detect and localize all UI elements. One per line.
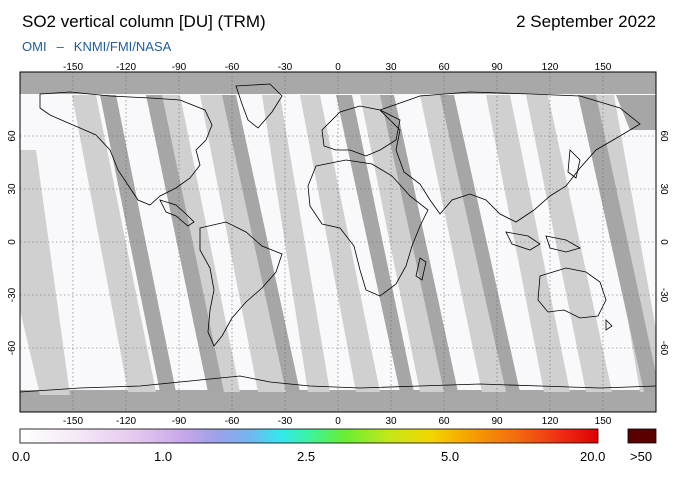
lon-tick-label: 90: [491, 62, 503, 73]
lon-tick-label: 150: [595, 62, 612, 73]
lat-tick-label: 0: [7, 239, 18, 245]
lon-tick-label: 30: [385, 62, 397, 73]
lat-tick-label: -30: [7, 287, 18, 302]
map-date: 2 September 2022: [516, 12, 656, 31]
credit-line: OMI – KNMI/FMI/NASA: [22, 39, 171, 54]
colorbar-scale: [19, 428, 599, 444]
lon-ticks-top: -150 -120 -90 -60 -30 0 30 60 90 120 150: [63, 62, 612, 73]
lon-tick-label: -90: [172, 62, 187, 73]
lat-tick-label: -60: [7, 340, 18, 355]
colorbar-label-0: 0.0: [12, 449, 31, 464]
lon-tick-label: 30: [385, 416, 397, 427]
graticule: [20, 72, 656, 412]
map-title: SO2 vertical column [DU] (TRM): [22, 12, 266, 31]
lat-tick-label: 0: [658, 239, 669, 245]
lon-tick-label: 60: [438, 62, 450, 73]
lon-tick-label: 90: [491, 416, 503, 427]
north-polar-gap: [20, 72, 656, 94]
dark-swaths: [100, 95, 656, 392]
lat-tick-label: -60: [658, 341, 669, 356]
lon-tick-label: -120: [116, 62, 136, 73]
lat-tick-label: -30: [658, 288, 669, 303]
colorbar-label-4: 20.0: [580, 449, 606, 464]
credit-instrument: OMI: [22, 39, 47, 54]
lon-tick-label: -120: [116, 416, 136, 427]
lat-tick-label: 30: [7, 183, 18, 195]
colorbar-label-5: >50: [630, 449, 653, 464]
credit-agencies: KNMI/FMI/NASA: [73, 39, 172, 54]
lon-tick-label: -90: [172, 416, 187, 427]
colorbar-overflow-box: [627, 428, 657, 444]
colorbar-label-2: 2.5: [297, 449, 316, 464]
lon-tick-label: 120: [542, 416, 559, 427]
lat-tick-label: 60: [658, 130, 669, 142]
lon-tick-label: -150: [63, 62, 83, 73]
lon-tick-label: 150: [595, 416, 612, 427]
coastlines: [20, 83, 656, 393]
lon-tick-label: -150: [63, 416, 83, 427]
map-body: [20, 72, 656, 412]
lat-ticks-right: 60 30 0 -30 -60: [658, 130, 669, 355]
lon-tick-label: 0: [335, 416, 341, 427]
credit-separator: –: [56, 39, 64, 54]
lon-ticks-bottom: -150 -120 -90 -60 -30 0 30 60 90 120 150: [63, 416, 612, 427]
lon-tick-label: -30: [278, 416, 293, 427]
lat-ticks-left: 60 30 0 -30 -60: [7, 130, 18, 355]
lon-tick-label: -30: [278, 62, 293, 73]
lon-tick-label: -60: [225, 62, 240, 73]
lon-tick-label: 120: [542, 62, 559, 73]
colorbar-label-1: 1.0: [154, 449, 173, 464]
lon-tick-label: 0: [335, 62, 341, 73]
lon-tick-label: -60: [225, 416, 240, 427]
lon-tick-label: 60: [438, 416, 450, 427]
map-frame: [19, 71, 657, 413]
lat-tick-label: 30: [658, 183, 669, 195]
colorbar-label-3: 5.0: [441, 449, 460, 464]
lat-tick-label: 60: [7, 130, 18, 142]
